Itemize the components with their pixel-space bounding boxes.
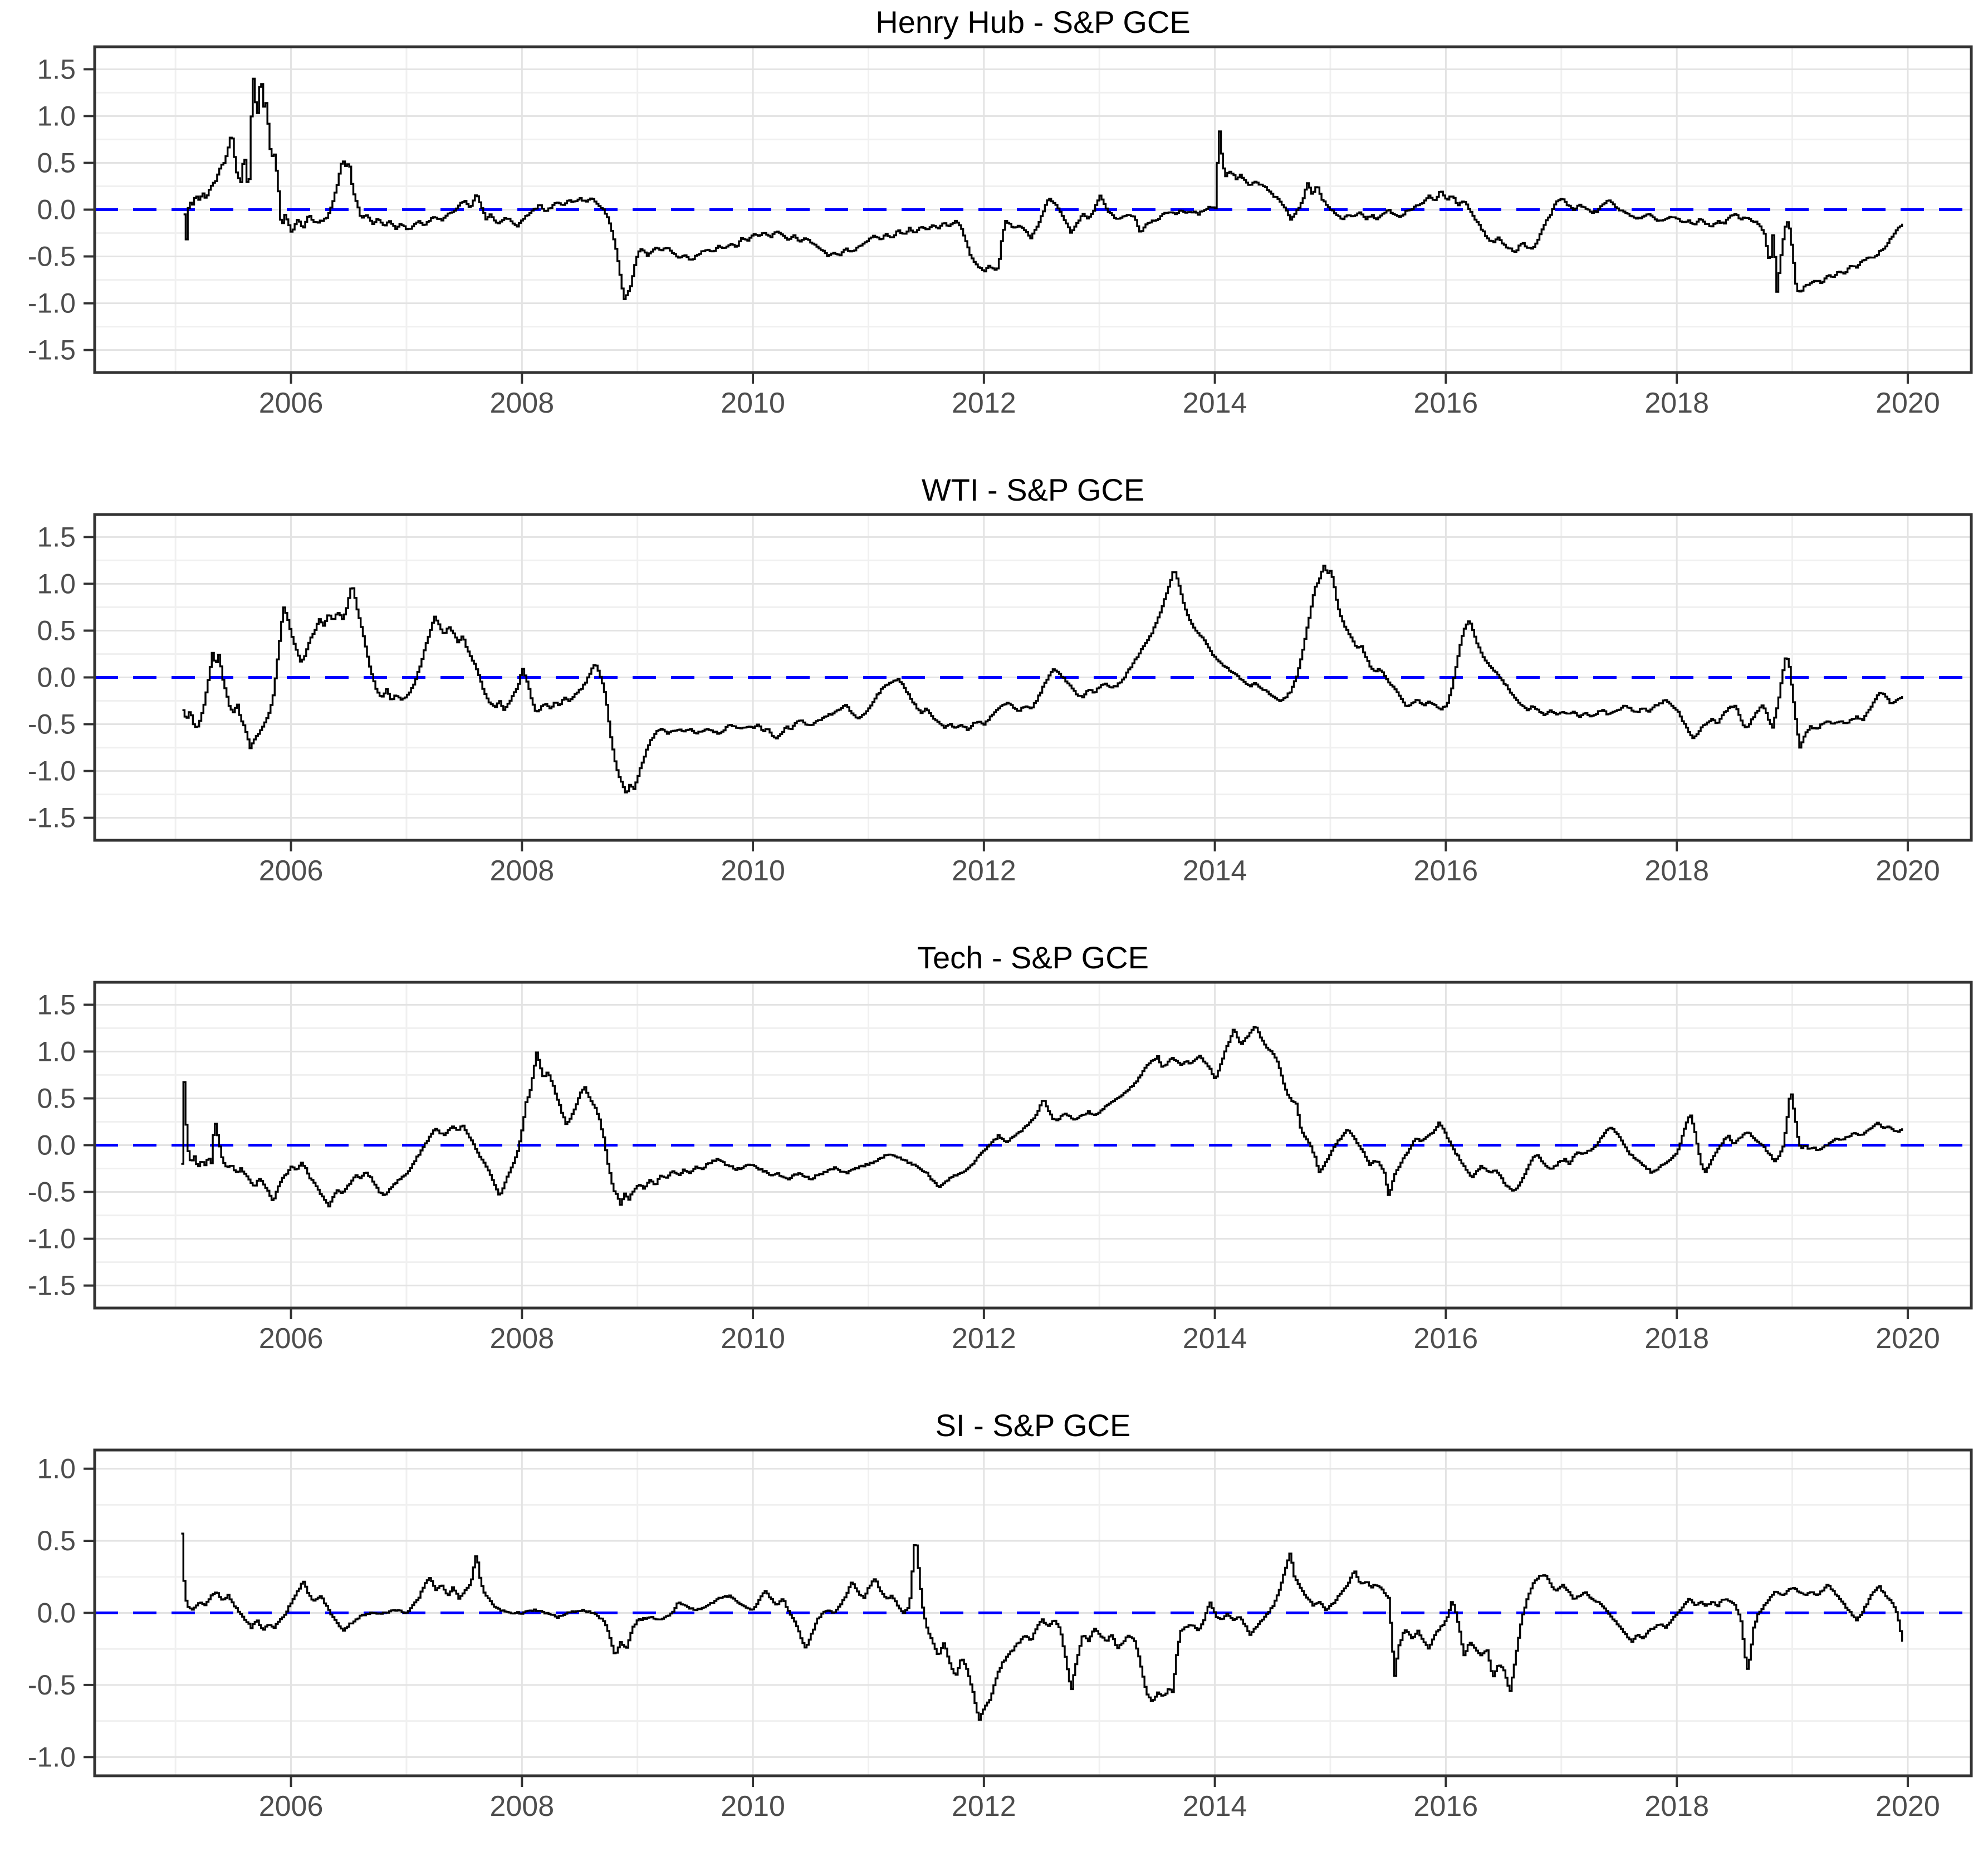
y-axis-label: 1.0 xyxy=(37,1036,76,1067)
y-axis-label: -0.5 xyxy=(28,1177,76,1208)
chart-title: Tech - S&P GCE xyxy=(917,939,1149,975)
x-axis-label: 2020 xyxy=(1876,855,1940,887)
chart-canvas-tech: 2006 2008 2010 2012 2014 2016 2018 2020 1.5 1.0 0.… xyxy=(28,981,1973,1355)
x-axis-label: 2016 xyxy=(1414,1323,1478,1355)
x-axis-label: 2008 xyxy=(489,387,554,419)
y-axis-label: 0.0 xyxy=(37,1130,76,1161)
y-axis-label: 0.0 xyxy=(37,662,76,693)
chart-section-si: SI - S&P GCE 2006 2008 2010 2012 2014 2016 201… xyxy=(0,1403,1988,1871)
y-axis-label: 1.0 xyxy=(37,1453,76,1485)
y-axis-label: -0.5 xyxy=(28,241,76,272)
chart-canvas-henry-hub: 2006 2008 2010 2012 2014 2016 2018 2020 1.5 1.0 0.… xyxy=(28,45,1973,419)
x-axis-label: 2016 xyxy=(1414,855,1478,887)
chart-canvas-wti: 2006 2008 2010 2012 2014 2016 2018 2020 1.5 1.0 0.… xyxy=(28,513,1973,887)
y-axis-label: -1.5 xyxy=(28,335,76,366)
y-axis-label: 0.5 xyxy=(37,147,76,178)
x-axis-label: 2010 xyxy=(721,855,785,887)
x-axis-label: 2012 xyxy=(952,1790,1016,1823)
y-axis-label: 1.5 xyxy=(37,989,76,1020)
y-axis-label: -1.0 xyxy=(28,1741,76,1772)
x-axis-label: 2006 xyxy=(259,1323,324,1355)
x-axis-label: 2016 xyxy=(1414,387,1478,419)
y-axis-label: 1.0 xyxy=(37,100,76,131)
x-axis-label: 2006 xyxy=(259,1790,324,1823)
x-axis-label: 2006 xyxy=(259,855,324,887)
y-axis-label: -1.5 xyxy=(28,802,76,834)
series-line xyxy=(183,77,1903,300)
x-axis-label: 2012 xyxy=(952,1323,1016,1355)
x-axis-label: 2020 xyxy=(1876,387,1940,419)
x-axis-label: 2008 xyxy=(489,855,554,887)
y-axis-label: 0.0 xyxy=(37,1598,76,1629)
y-axis-label: 1.0 xyxy=(37,568,76,599)
x-axis-label: 2010 xyxy=(721,387,785,419)
x-axis-label: 2014 xyxy=(1183,1790,1247,1823)
y-axis-label: 1.5 xyxy=(37,521,76,552)
y-axis-label: -1.5 xyxy=(28,1270,76,1301)
x-axis-label: 2014 xyxy=(1183,1323,1247,1355)
x-axis-label: 2018 xyxy=(1644,387,1709,419)
series-line xyxy=(181,1532,1903,1721)
x-axis-label: 2018 xyxy=(1644,1323,1709,1355)
x-axis-label: 2020 xyxy=(1876,1323,1940,1355)
y-axis-label: 0.5 xyxy=(37,1525,76,1556)
x-axis-label: 2012 xyxy=(952,855,1016,887)
chart-section-tech: Tech - S&P GCE 2006 2008 2010 2012 2014 2016 2… xyxy=(0,936,1988,1403)
chart-section-wti: WTI - S&P GCE 2006 2008 2010 2012 2014 2016 20… xyxy=(0,468,1988,936)
x-axis-label: 2008 xyxy=(489,1790,554,1823)
y-axis-label: -1.0 xyxy=(28,288,76,319)
x-axis-label: 2014 xyxy=(1183,387,1247,419)
y-axis-label: -1.0 xyxy=(28,1223,76,1255)
x-axis-label: 2020 xyxy=(1876,1790,1940,1823)
y-axis-label: -1.0 xyxy=(28,756,76,787)
chart-title: Henry Hub - S&P GCE xyxy=(875,4,1191,40)
x-axis-label: 2010 xyxy=(721,1323,785,1355)
x-axis-label: 2016 xyxy=(1414,1790,1478,1823)
y-axis-label: 0.5 xyxy=(37,615,76,646)
series-line xyxy=(181,1026,1903,1208)
y-axis-label: 0.0 xyxy=(37,194,76,226)
chart-section-henry-hub: Henry Hub - S&P GCE 2006 2008 2010 2012 2014… xyxy=(0,0,1988,468)
x-axis-label: 2010 xyxy=(721,1790,785,1823)
x-axis-label: 2018 xyxy=(1644,1790,1709,1823)
x-axis-label: 2012 xyxy=(952,387,1016,419)
y-axis-label: -0.5 xyxy=(28,1669,76,1701)
series-line xyxy=(182,565,1903,794)
chart-canvas-si: 2006 2008 2010 2012 2014 2016 2018 2020 1.0 0.5 0.… xyxy=(28,1448,1973,1823)
x-axis-label: 2006 xyxy=(259,387,324,419)
x-axis-label: 2008 xyxy=(489,1323,554,1355)
y-axis-label: 0.5 xyxy=(37,1083,76,1114)
y-axis-label: -0.5 xyxy=(28,709,76,740)
chart-title: WTI - S&P GCE xyxy=(921,472,1145,507)
y-axis-label: 1.5 xyxy=(37,53,76,85)
x-axis-label: 2014 xyxy=(1183,855,1247,887)
x-axis-label: 2018 xyxy=(1644,855,1709,887)
chart-title: SI - S&P GCE xyxy=(935,1407,1131,1443)
